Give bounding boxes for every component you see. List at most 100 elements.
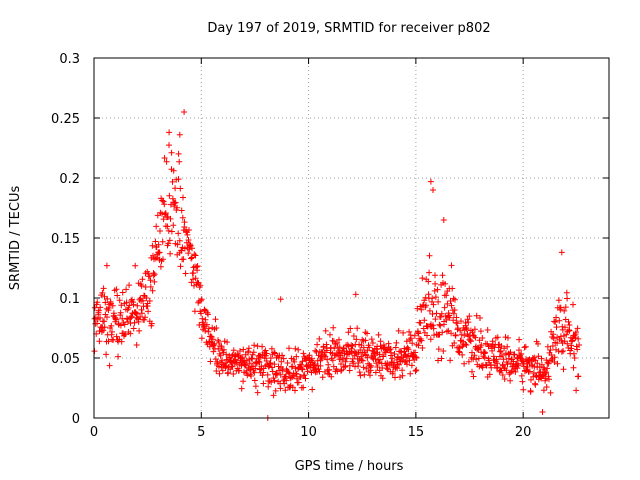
data-point [442,280,449,287]
data-point [457,327,464,334]
chart-title: Day 197 of 2019, SRMTID for receiver p80… [207,21,490,36]
data-point [566,322,573,328]
data-point [105,338,112,345]
data-point [298,365,305,372]
data-point [102,299,109,306]
data-point [100,285,107,292]
data-point [437,314,444,320]
data-point [95,307,102,314]
x-tick-label: 20 [515,425,532,440]
data-point [172,199,179,206]
data-point [571,350,577,357]
data-point [553,314,560,321]
data-point [537,368,544,375]
data-point [175,150,182,157]
data-point [477,315,483,321]
data-point [405,346,412,353]
data-point [430,301,437,308]
data-point [321,352,328,359]
data-point [268,345,275,352]
data-point [413,367,420,373]
data-point [140,297,146,304]
data-point [377,356,383,363]
data-point [562,324,568,331]
data-point [170,222,177,229]
data-point [166,237,173,244]
data-point [440,217,447,223]
data-point [269,368,276,375]
y-tick-label: 0 [72,412,80,427]
data-point [271,377,278,384]
data-point [389,368,396,375]
data-point [161,155,168,161]
data-point [489,347,496,354]
data-point [201,306,208,313]
data-point [415,342,422,349]
data-point [518,350,525,357]
data-point [575,335,582,342]
data-point [406,328,413,335]
data-point [464,316,471,323]
data-point [336,356,343,363]
data-point [535,353,542,360]
data-point [399,372,406,379]
data-point [470,373,477,380]
data-point [192,252,199,259]
data-point [565,318,572,325]
data-point [157,263,164,270]
data-point [325,370,331,377]
data-point [151,271,158,278]
data-point [429,311,436,317]
data-point [130,301,137,308]
data-point [548,352,555,358]
data-point [499,372,506,378]
data-point [271,361,278,368]
data-point [402,358,409,365]
data-point [369,340,376,346]
x-tick-label: 10 [300,425,317,440]
data-point [191,251,198,258]
data-point [292,387,298,394]
y-tick-label: 0.2 [59,172,80,187]
data-point [292,365,299,372]
data-point [328,373,335,380]
data-point [247,366,254,373]
data-point [113,286,120,293]
data-point [524,364,531,370]
data-point [522,343,529,350]
data-point [566,327,573,334]
data-point [131,319,138,326]
data-point [166,192,173,199]
data-point [497,348,504,354]
data-point [411,332,418,339]
data-point [418,306,425,313]
data-point [269,364,275,371]
data-point [327,331,333,338]
data-point [443,317,450,323]
data-point [544,343,551,350]
data-point [224,339,231,346]
data-point [412,349,419,356]
data-point [218,343,225,350]
data-point [450,310,457,317]
data-point [179,214,186,221]
data-point [413,354,420,361]
data-point [122,331,129,338]
data-point [538,355,545,362]
data-point [545,373,552,380]
data-point [176,158,183,165]
data-point [395,327,402,334]
data-point [135,318,142,325]
data-point [316,335,323,342]
data-point [160,256,166,263]
data-point [521,344,528,351]
data-point [346,362,353,369]
data-point [259,372,266,379]
data-point [189,245,195,252]
data-point [292,345,299,352]
data-point [251,342,258,349]
data-point [516,336,523,343]
data-point [417,303,424,310]
data-point [412,368,419,374]
data-point [185,250,192,257]
